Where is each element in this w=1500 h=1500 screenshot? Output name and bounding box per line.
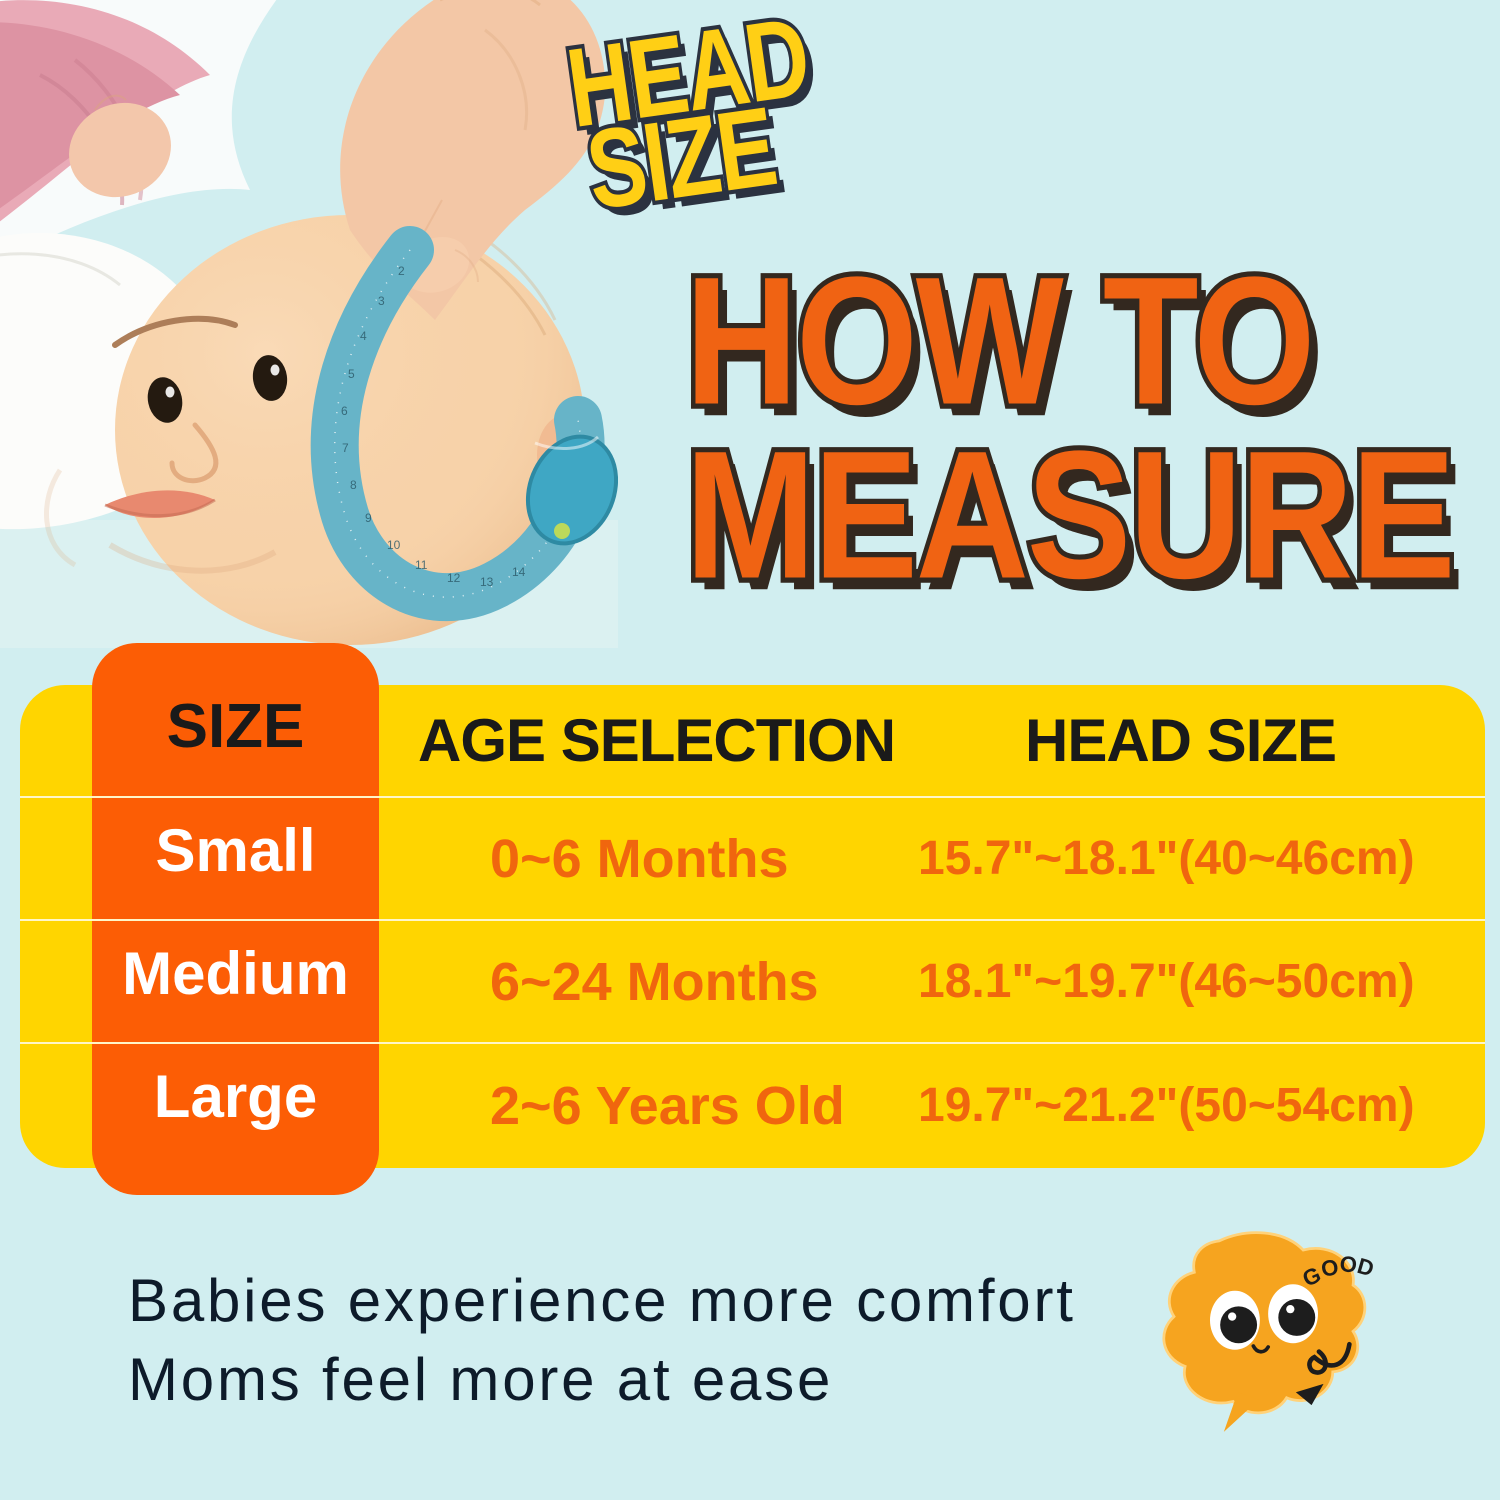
svg-text:D: D [1354,1253,1376,1281]
